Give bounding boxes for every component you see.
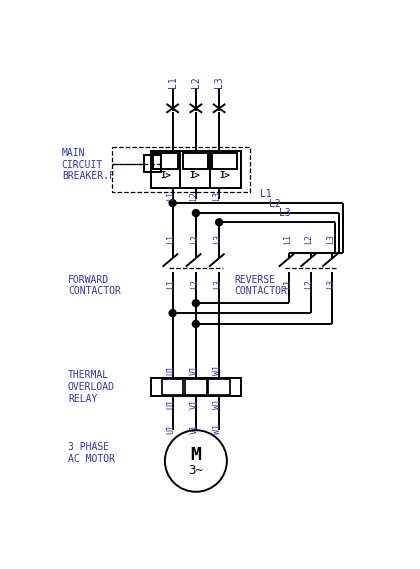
Circle shape bbox=[215, 219, 223, 226]
Bar bbox=[151, 378, 241, 396]
Text: FORWARD
CONTACTOR: FORWARD CONTACTOR bbox=[68, 275, 121, 296]
Text: L1: L1 bbox=[283, 279, 292, 289]
Text: U1: U1 bbox=[167, 424, 176, 434]
Text: 3 PHASE
AC MOTOR: 3 PHASE AC MOTOR bbox=[68, 443, 115, 464]
Bar bbox=[112, 147, 250, 192]
Bar bbox=[212, 153, 237, 169]
Text: L1: L1 bbox=[260, 189, 271, 199]
Text: L2: L2 bbox=[190, 234, 199, 244]
Text: REVERSE
CONTACTOR: REVERSE CONTACTOR bbox=[235, 275, 288, 296]
Text: L3: L3 bbox=[213, 234, 222, 244]
Text: I>: I> bbox=[190, 171, 200, 180]
Text: L2: L2 bbox=[189, 191, 198, 201]
Text: L1: L1 bbox=[168, 76, 178, 88]
Circle shape bbox=[169, 200, 176, 207]
Text: L3: L3 bbox=[326, 279, 335, 289]
Text: L3: L3 bbox=[214, 76, 224, 88]
Text: W1: W1 bbox=[213, 399, 222, 409]
Circle shape bbox=[192, 320, 200, 327]
Text: U1: U1 bbox=[167, 365, 176, 375]
Text: L3: L3 bbox=[213, 279, 222, 289]
Text: L2: L2 bbox=[269, 199, 281, 209]
Text: L1: L1 bbox=[167, 279, 176, 289]
Text: MAIN
CIRCUIT
BREAKER.F: MAIN CIRCUIT BREAKER.F bbox=[62, 148, 115, 181]
Text: L2: L2 bbox=[304, 234, 313, 244]
Bar bbox=[185, 380, 207, 395]
Text: L2: L2 bbox=[190, 279, 199, 289]
Bar bbox=[144, 155, 161, 172]
Text: M: M bbox=[190, 446, 201, 464]
Text: L1: L1 bbox=[283, 234, 292, 244]
Bar bbox=[183, 153, 207, 169]
Text: L3: L3 bbox=[279, 208, 291, 218]
Bar bbox=[151, 151, 241, 188]
Text: L1: L1 bbox=[167, 234, 176, 244]
Text: V1: V1 bbox=[190, 399, 199, 409]
Text: THERMAL
OVERLOAD
RELAY: THERMAL OVERLOAD RELAY bbox=[68, 370, 115, 403]
Text: W1: W1 bbox=[213, 424, 222, 434]
Text: 3~: 3~ bbox=[189, 464, 203, 477]
Text: L3: L3 bbox=[212, 191, 221, 201]
Text: L3: L3 bbox=[326, 234, 335, 244]
Circle shape bbox=[192, 300, 200, 307]
Text: L2: L2 bbox=[304, 279, 313, 289]
Text: W1: W1 bbox=[213, 365, 222, 375]
Text: I>: I> bbox=[219, 171, 230, 180]
Text: L1: L1 bbox=[166, 191, 175, 201]
Bar bbox=[162, 380, 184, 395]
Text: I>: I> bbox=[160, 171, 171, 180]
Circle shape bbox=[169, 310, 176, 316]
Circle shape bbox=[192, 209, 200, 217]
Text: V1: V1 bbox=[190, 424, 199, 434]
Text: U1: U1 bbox=[167, 399, 176, 409]
Text: L2: L2 bbox=[191, 76, 201, 88]
Bar bbox=[153, 153, 178, 169]
Text: V1: V1 bbox=[190, 365, 199, 375]
Bar bbox=[208, 380, 230, 395]
